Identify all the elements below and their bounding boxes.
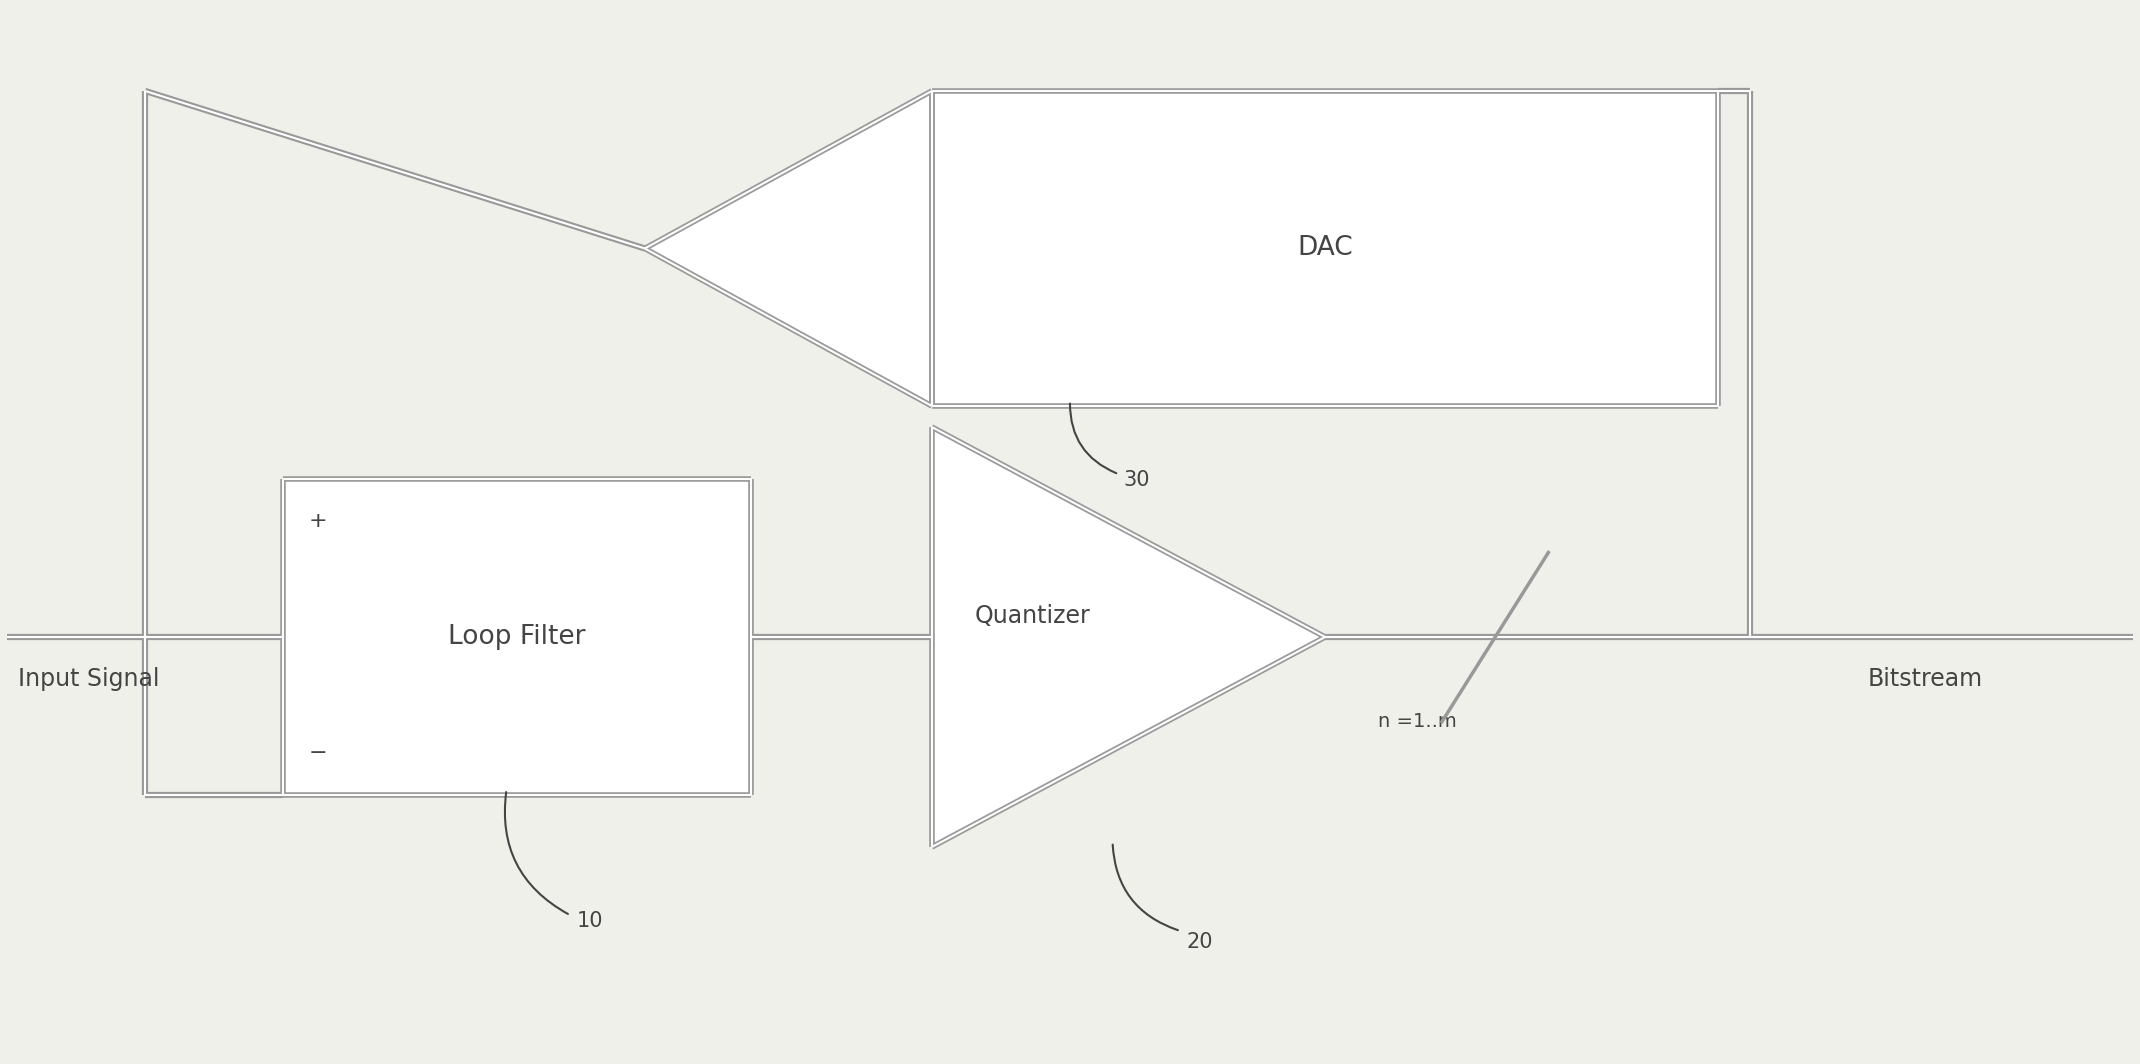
Text: 10: 10: [578, 911, 603, 931]
Text: Loop Filter: Loop Filter: [449, 624, 586, 650]
Bar: [931, 90, 1718, 406]
Text: Quantizer: Quantizer: [974, 604, 1089, 628]
Text: n =1..m: n =1..m: [1378, 712, 1457, 731]
Text: Input Signal: Input Signal: [17, 667, 158, 691]
Bar: [282, 480, 751, 795]
Text: DAC: DAC: [1297, 235, 1352, 262]
Text: −: −: [308, 743, 327, 763]
Polygon shape: [644, 90, 931, 406]
Polygon shape: [931, 427, 1325, 847]
Text: Bitstream: Bitstream: [1868, 667, 1982, 691]
Text: 20: 20: [1188, 932, 1213, 952]
Text: 30: 30: [1124, 470, 1149, 491]
Text: +: +: [308, 512, 327, 532]
